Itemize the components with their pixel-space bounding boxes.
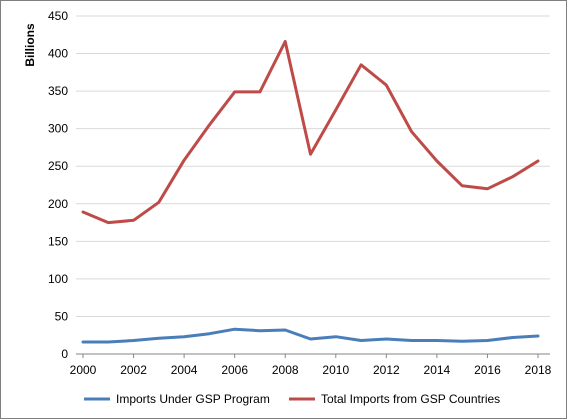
x-tick-label: 2006 bbox=[221, 363, 248, 377]
y-tick-label: 0 bbox=[61, 347, 68, 361]
x-tick-label: 2002 bbox=[120, 363, 147, 377]
legend: Imports Under GSP Program Total Imports f… bbox=[84, 392, 500, 406]
x-tick-label: 2012 bbox=[373, 363, 400, 377]
gridlines bbox=[76, 15, 550, 317]
y-axis-ticks: 0 50 100 150 200 250 300 350 400 450 bbox=[48, 9, 68, 361]
legend-label-1: Total Imports from GSP Countries bbox=[321, 392, 500, 406]
y-tick-label: 200 bbox=[48, 197, 68, 211]
y-tick-label: 150 bbox=[48, 234, 68, 248]
x-axis-ticks: 2000 2002 2004 2006 2008 2010 2012 2014 2016 2018 bbox=[70, 354, 552, 377]
x-tick-label: 2004 bbox=[171, 363, 198, 377]
x-tick-label: 2018 bbox=[525, 363, 552, 377]
y-tick-label: 350 bbox=[48, 84, 68, 98]
x-tick-label: 2016 bbox=[474, 363, 501, 377]
x-tick-label: 2008 bbox=[272, 363, 299, 377]
y-axis-label: Billions bbox=[23, 23, 37, 67]
y-tick-label: 450 bbox=[48, 9, 68, 23]
series-lines bbox=[81, 40, 540, 344]
y-tick-label: 250 bbox=[48, 159, 68, 173]
y-tick-label: 400 bbox=[48, 47, 68, 61]
y-tick-label: 50 bbox=[55, 309, 69, 323]
y-tick-label: 100 bbox=[48, 272, 68, 286]
series-line-1 bbox=[81, 40, 540, 225]
x-tick-label: 2014 bbox=[424, 363, 451, 377]
y-tick-label: 300 bbox=[48, 122, 68, 136]
series-line-0 bbox=[81, 327, 540, 344]
x-tick-label: 2000 bbox=[70, 363, 97, 377]
legend-label-0: Imports Under GSP Program bbox=[116, 392, 270, 406]
x-tick-label: 2010 bbox=[322, 363, 349, 377]
